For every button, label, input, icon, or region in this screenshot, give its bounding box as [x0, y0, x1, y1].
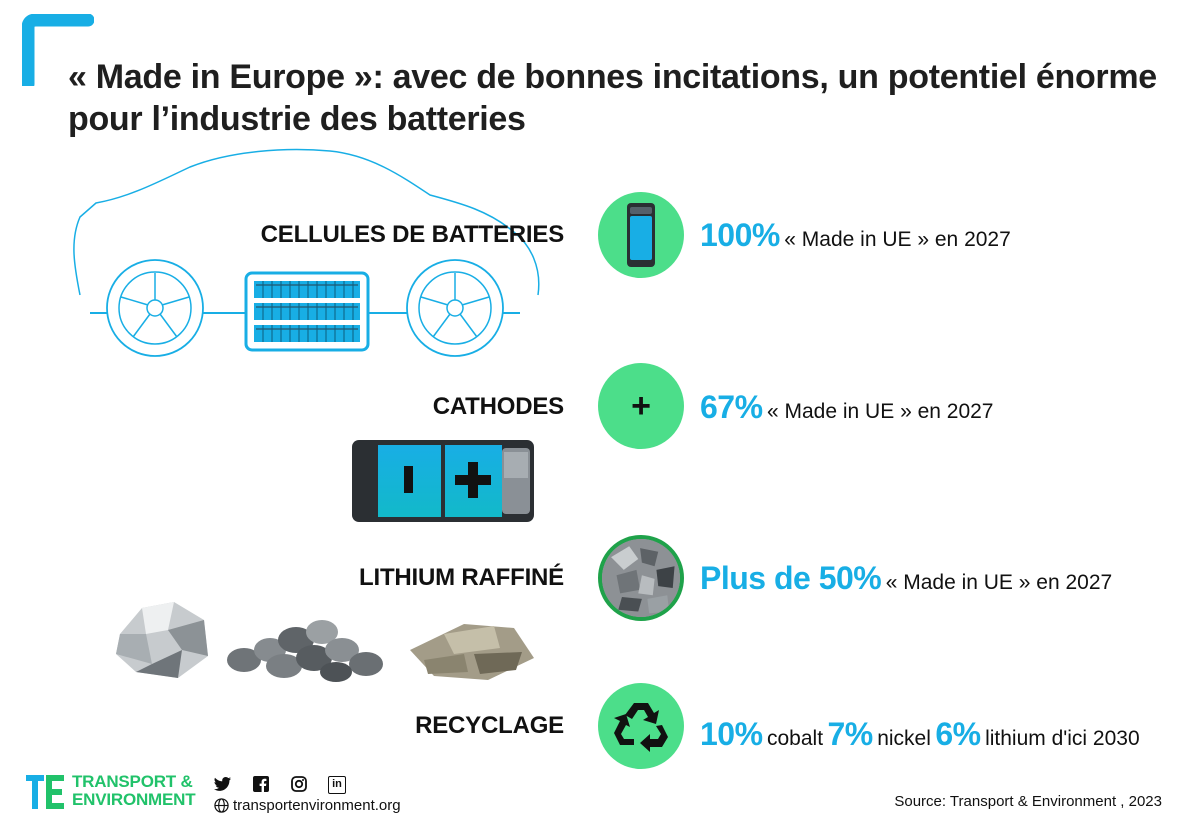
row-label-recyclage: RECYCLAGE [415, 712, 564, 739]
stat-lithium-text: « Made in UE » en 2027 [885, 571, 1113, 594]
globe-icon [214, 798, 229, 813]
stat-recyclage-cobalt-text: cobalt [767, 727, 824, 750]
source-credit: Source: Transport & Environment , 2023 [894, 793, 1162, 810]
stat-lithium-value: Plus de 50% [700, 560, 882, 596]
stat-recyclage-lithium-text: lithium d'ici 2030 [985, 727, 1140, 750]
recycle-circle [598, 683, 684, 769]
stat-cellules: 100% « Made in UE » en 2027 [700, 217, 1011, 254]
lithium-pellets-sample [227, 620, 383, 682]
row-label-cellules: CELLULES DE BATTERIES [260, 221, 565, 248]
facebook-icon[interactable] [252, 776, 270, 794]
page-title: « Made in Europe »: avec de bonnes incit… [68, 58, 1157, 138]
twitter-icon[interactable] [214, 776, 232, 794]
lithium-metal-sample-1 [116, 602, 208, 678]
row-label-lithium: LITHIUM RAFFINÉ [359, 564, 564, 591]
te-logo-icon [26, 775, 64, 809]
stat-cathodes-text: « Made in UE » en 2027 [767, 400, 994, 423]
battery-plus-minus-illustration [352, 440, 534, 522]
lithium-ore-circle [598, 535, 684, 621]
brand-name: TRANSPORT & ENVIRONMENT [72, 772, 196, 809]
battery-pack-icon [244, 271, 370, 352]
recycle-icon [614, 703, 668, 752]
lithium-foil-sample [410, 624, 534, 680]
car-outline-illustration [73, 148, 540, 357]
corner-bracket-decoration [22, 14, 94, 86]
website-url: transportenvironment.org [233, 797, 401, 814]
stat-recyclage: 10% cobalt 7% nickel 6% lithium d'ici 20… [700, 716, 1140, 753]
website-link[interactable]: transportenvironment.org [214, 797, 401, 814]
lithium-ore-icon [602, 539, 680, 617]
plus-icon: + [631, 387, 651, 425]
stat-cellules-value: 100% [700, 217, 780, 253]
row-label-cathodes: CATHODES [432, 393, 564, 420]
stat-lithium: Plus de 50% « Made in UE » en 2027 [700, 560, 1112, 597]
battery-cell-circle [598, 192, 684, 278]
brand-line-2: ENVIRONMENT [72, 790, 196, 809]
front-wheel-icon [106, 259, 204, 357]
linkedin-icon[interactable]: in [328, 776, 346, 794]
brand-line-1: TRANSPORT & [72, 772, 193, 791]
stat-recyclage-cobalt-value: 10% [700, 716, 763, 752]
social-links: in [214, 776, 346, 794]
stat-recyclage-nickel-text: nickel [877, 727, 931, 750]
stat-cathodes-value: 67% [700, 389, 763, 425]
stat-recyclage-lithium-value: 6% [935, 716, 981, 752]
stat-recyclage-nickel-value: 7% [827, 716, 874, 752]
stat-cellules-text: « Made in UE » en 2027 [784, 228, 1011, 251]
rear-wheel-icon [406, 259, 504, 357]
stat-cathodes: 67% « Made in UE » en 2027 [700, 389, 994, 426]
cathode-circle: + [598, 363, 684, 449]
battery-cell-icon [627, 203, 655, 267]
instagram-icon[interactable] [290, 776, 308, 794]
